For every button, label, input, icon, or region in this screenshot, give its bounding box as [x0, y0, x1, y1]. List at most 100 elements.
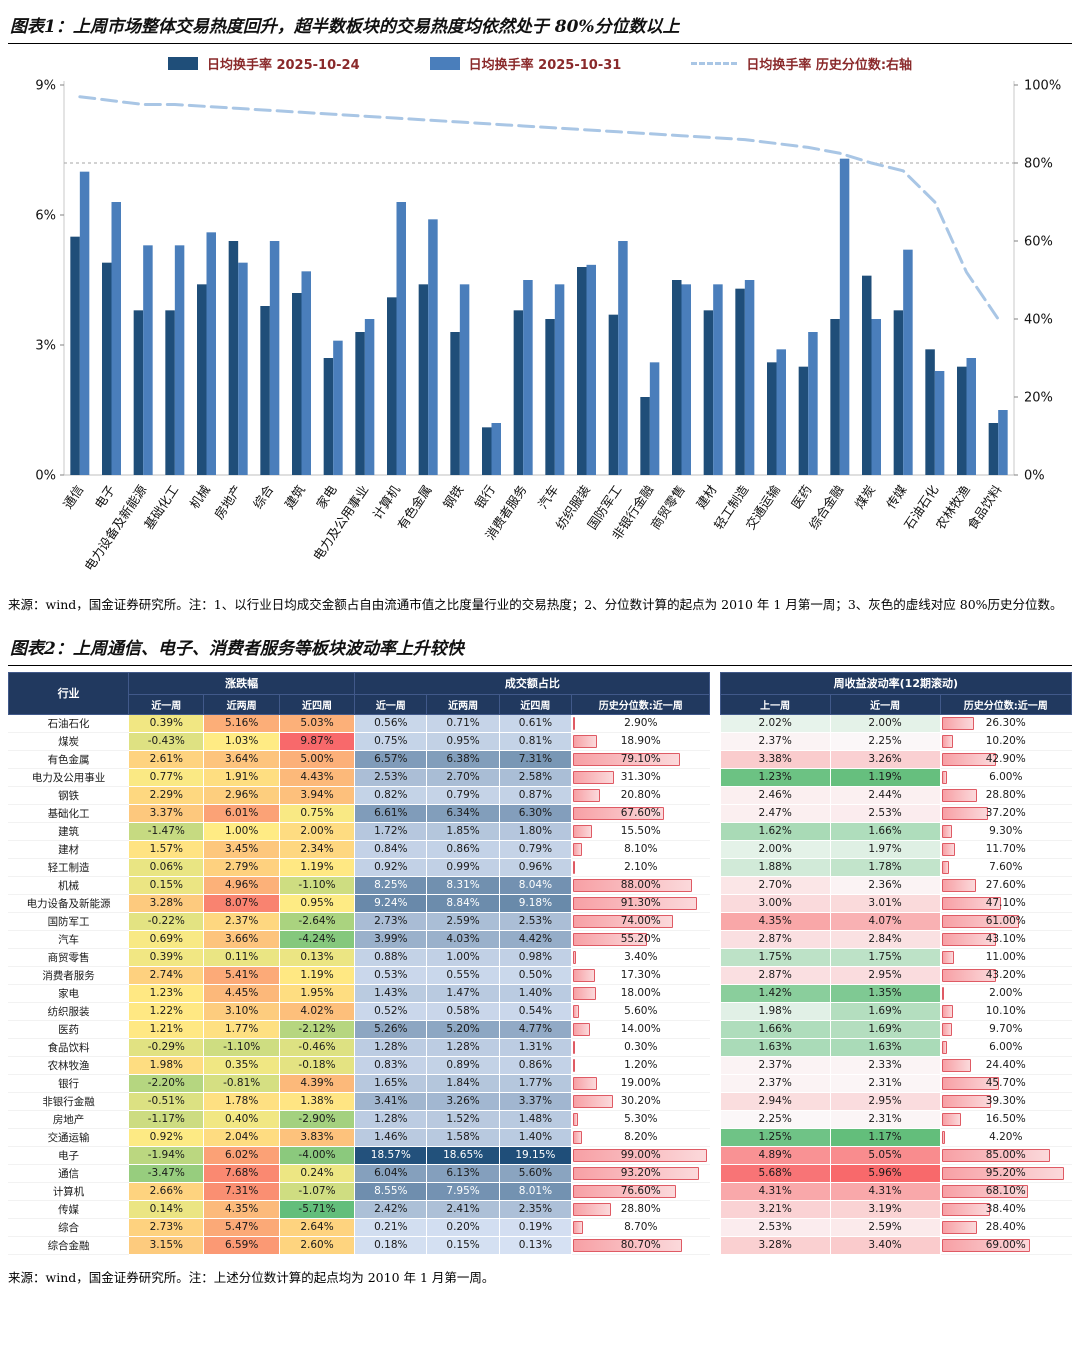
volatility-cell: 3.26%	[829, 749, 941, 769]
legend-swatch-dashed-line	[691, 62, 738, 65]
price-change-cell: 0.95%	[278, 893, 356, 913]
volatility-cell: 1.25%	[719, 1127, 831, 1147]
percentile-databar	[573, 1076, 598, 1090]
price-change-cell: 2.04%	[203, 1127, 280, 1147]
price-change-cell: 2.73%	[128, 1217, 205, 1237]
x-axis-label: 综合	[250, 482, 277, 512]
percentile-databar	[573, 824, 593, 838]
turnover-share-cell: 1.85%	[426, 821, 500, 841]
volatility-percentile-cell: 68.10%	[939, 1181, 1073, 1201]
bar-2025-10-24	[197, 284, 207, 475]
percentile-databar	[573, 1040, 576, 1054]
percentile-value: 18.00%	[620, 987, 661, 1000]
percentile-value: 31.30%	[620, 771, 661, 784]
price-change-cell: 3.64%	[203, 749, 280, 769]
percentile-databar	[941, 1112, 962, 1126]
turnover-share-cell: 5.20%	[426, 1019, 500, 1039]
price-change-cell: 0.14%	[128, 1199, 205, 1219]
percentile-value: 68.10%	[985, 1185, 1026, 1198]
spacer-cell	[709, 930, 721, 949]
volatility-cell: 3.38%	[719, 749, 831, 769]
price-change-cell: -1.17%	[128, 1109, 205, 1129]
spacer-cell	[709, 1146, 721, 1165]
header-spacer	[709, 672, 721, 715]
turnover-share-cell: 1.28%	[354, 1109, 428, 1129]
bar-2025-10-24	[798, 366, 809, 475]
volatility-cell: 4.35%	[719, 911, 831, 931]
turnover-share-cell: 2.41%	[426, 1199, 500, 1219]
turnover-share-cell: 0.87%	[498, 785, 573, 805]
volatility-cell: 2.37%	[719, 1055, 831, 1075]
turnover-share-cell: 0.71%	[426, 713, 500, 733]
table-row: 轻工制造 0.06% 2.79% 1.19% 0.92% 0.99% 0.96% 2.10% 1…	[7, 857, 1073, 877]
turnover-share-cell: 0.99%	[426, 857, 500, 877]
bar-2025-10-24	[577, 267, 587, 475]
price-change-cell: 3.66%	[203, 929, 280, 949]
percentile-databar	[941, 1166, 1064, 1180]
volatility-cell: 1.98%	[719, 1001, 831, 1021]
turnover-share-cell: 3.41%	[354, 1091, 428, 1111]
percentile-databar	[941, 752, 996, 766]
price-change-cell: 3.28%	[128, 893, 205, 913]
percentile-databar	[573, 1184, 677, 1198]
price-change-cell: 0.69%	[128, 929, 205, 949]
price-change-cell: 0.35%	[203, 1055, 280, 1075]
turnover-share-cell: 0.92%	[354, 857, 428, 877]
spacer-cell	[709, 786, 721, 805]
turnover-share-cell: 0.86%	[498, 1055, 573, 1075]
volatility-cell: 2.36%	[829, 875, 941, 895]
industry-cell: 房地产	[7, 1109, 130, 1129]
turnover-share-cell: 0.13%	[498, 1235, 573, 1255]
turnover-share-cell: 0.50%	[498, 965, 573, 985]
industry-cell: 钢铁	[7, 785, 130, 805]
price-change-cell: 2.79%	[203, 857, 280, 877]
price-change-cell: -2.64%	[278, 911, 356, 931]
bar-2025-10-31	[998, 410, 1008, 475]
turnover-share-cell: 1.72%	[354, 821, 428, 841]
industry-cell: 电力设备及新能源	[7, 893, 130, 913]
price-change-cell: 6.02%	[203, 1145, 280, 1165]
left-axis-tick-label: 0%	[35, 469, 56, 484]
spacer-cell	[709, 948, 721, 967]
volatility-percentile-cell: 42.90%	[939, 749, 1073, 769]
turnover-share-cell: 6.61%	[354, 803, 428, 823]
bar-2025-10-31	[79, 171, 90, 475]
percentile-value: 6.00%	[989, 771, 1023, 784]
turnover-share-cell: 5.60%	[498, 1163, 573, 1183]
turnover-share-cell: 7.95%	[426, 1181, 500, 1201]
table-row: 机械 0.15% 4.96% -1.10% 8.25% 8.31% 8.04% 88.00% 2…	[7, 875, 1073, 895]
industry-cell: 石油石化	[7, 713, 130, 733]
volatility-cell: 1.19%	[829, 767, 941, 787]
volatility-cell: 1.17%	[829, 1127, 941, 1147]
percentile-value: 24.40%	[985, 1059, 1026, 1072]
legend-item-2025-10-24: 日均换手率 2025-10-24	[167, 54, 360, 73]
bar-2025-10-24	[292, 293, 302, 475]
bar-2025-10-31	[523, 280, 533, 475]
price-change-cell: -1.07%	[278, 1181, 356, 1201]
percentile-value: 67.60%	[620, 807, 661, 820]
industry-cell: 银行	[7, 1073, 130, 1093]
table-row: 石油石化 0.39% 5.16% 5.03% 0.56% 0.71% 0.61% 2.90% 2…	[7, 713, 1073, 733]
spacer-cell	[709, 1200, 721, 1219]
percentile-databar	[573, 914, 673, 928]
turnover-share-cell: 2.42%	[354, 1199, 428, 1219]
bar-2025-10-24	[767, 362, 777, 475]
bar-2025-10-31	[934, 371, 945, 475]
bar-2025-10-31	[396, 202, 406, 475]
turnover-share-cell: 1.31%	[498, 1037, 573, 1057]
volatility-percentile-cell: 43.10%	[939, 929, 1073, 949]
bar-2025-10-31	[174, 245, 185, 475]
spacer-cell	[709, 732, 721, 751]
turnover-share-percentile-cell: 1.20%	[571, 1055, 711, 1075]
percentile-databar	[941, 932, 996, 946]
x-axis-label: 医药	[788, 482, 814, 511]
turnover-share-percentile-cell: 76.60%	[571, 1181, 711, 1201]
volatility-cell: 2.33%	[829, 1055, 941, 1075]
bar-2025-10-24	[260, 306, 270, 475]
price-change-cell: 0.39%	[128, 713, 205, 733]
percentile-value: 80.70%	[620, 1239, 661, 1252]
table-row: 医药 1.21% 1.77% -2.12% 5.26% 5.20% 4.77% 14.00% 1…	[7, 1019, 1073, 1039]
percentile-databar	[941, 860, 950, 874]
percentile-value: 7.60%	[989, 861, 1023, 874]
bar-2025-10-31	[301, 271, 311, 475]
